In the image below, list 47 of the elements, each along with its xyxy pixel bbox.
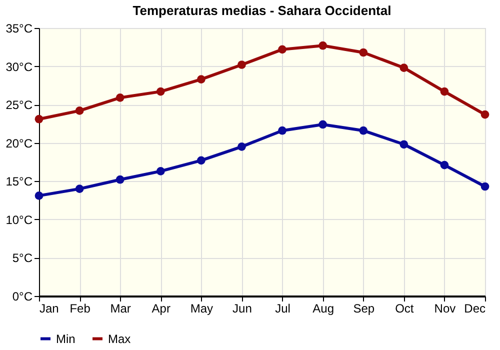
x-tick-label: Nov	[434, 302, 456, 316]
legend-label: Min	[56, 332, 76, 346]
chart-title: Temperaturas medias - Sahara Occidental	[132, 3, 392, 18]
point	[318, 120, 327, 129]
x-tick-label: Oct	[395, 302, 414, 316]
x-tick-label: Aug	[312, 302, 334, 316]
point	[480, 110, 490, 119]
x-tick-label: Sep	[353, 302, 375, 316]
x-tick-label: Feb	[70, 302, 91, 316]
point	[318, 41, 327, 50]
y-tick-label: 5°C	[12, 251, 33, 266]
legend-label: Max	[108, 332, 131, 346]
point	[197, 75, 206, 84]
y-tick-label: 15°C	[6, 174, 33, 189]
x-tick-label: Jul	[275, 302, 290, 316]
y-tick-label: 20°C	[6, 136, 33, 150]
point	[440, 160, 449, 170]
y-tick-label: 25°C	[6, 98, 33, 112]
point	[116, 94, 124, 102]
x-tick-label: Jan	[40, 302, 59, 316]
point	[278, 45, 286, 54]
y-tick-label: 30°C	[6, 60, 33, 74]
point	[34, 192, 44, 200]
point	[400, 140, 408, 149]
point	[238, 60, 246, 69]
point	[440, 87, 449, 96]
x-tick-label: May	[190, 302, 214, 316]
point	[400, 64, 408, 72]
point	[156, 167, 165, 176]
x-tick-label: Jun	[232, 302, 252, 316]
y-tick-label: 35°C	[6, 22, 33, 36]
x-tick-label: Dec	[464, 302, 486, 316]
x-tick-label: Mar	[110, 302, 131, 316]
point	[34, 114, 44, 124]
point	[156, 87, 165, 96]
point	[278, 126, 286, 135]
point	[238, 142, 246, 151]
point	[197, 156, 206, 165]
y-tick-label: 10°C	[6, 212, 33, 227]
point	[75, 106, 84, 115]
point	[480, 182, 490, 191]
point	[359, 48, 368, 57]
point	[359, 126, 368, 135]
point	[116, 175, 124, 184]
point	[75, 184, 84, 193]
y-tick-label: 0°C	[12, 290, 33, 304]
x-tick-label: Apr	[152, 302, 170, 316]
